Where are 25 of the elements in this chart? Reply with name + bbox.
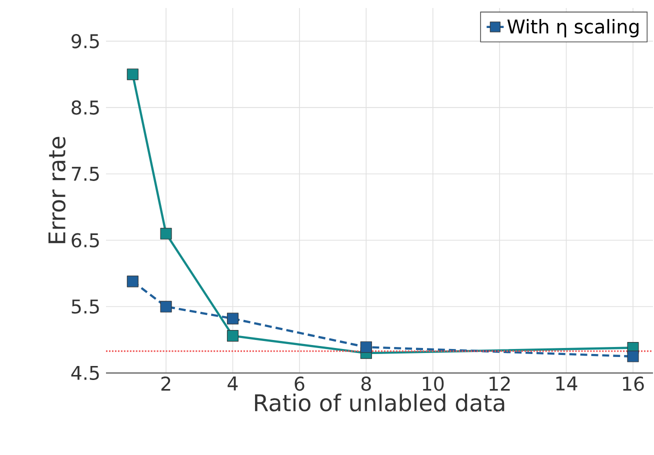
x-tick-label: 2 xyxy=(161,376,170,391)
y-tick-label: 9.5 xyxy=(72,34,99,48)
x-tick-label: 12 xyxy=(490,376,510,391)
y-tick-label: 8.5 xyxy=(72,100,99,115)
x-tick-label: 16 xyxy=(623,376,644,391)
point xyxy=(226,312,239,324)
y-tick-label: 5.5 xyxy=(72,300,99,314)
point xyxy=(126,68,138,80)
point xyxy=(160,300,172,312)
point xyxy=(126,276,138,288)
point xyxy=(226,330,239,342)
x-tick-label: 4 xyxy=(228,376,238,390)
x-tick-label: 8 xyxy=(361,376,371,391)
y-tick-label: 7.5 xyxy=(72,166,99,181)
x-tick-label: 10 xyxy=(422,376,444,391)
point xyxy=(160,228,172,240)
point xyxy=(627,350,639,362)
point xyxy=(360,341,372,353)
x-tick-label: 14 xyxy=(556,376,578,390)
y-tick-label: 4.5 xyxy=(71,366,99,380)
y-axis-title: Error rate xyxy=(48,136,66,244)
x-axis-title: Ratio of unlabled data xyxy=(255,394,504,412)
x-tick-label: 6 xyxy=(294,376,304,391)
legend-label: With η scaling xyxy=(507,19,638,38)
y-tick-label: 6.5 xyxy=(72,233,99,248)
